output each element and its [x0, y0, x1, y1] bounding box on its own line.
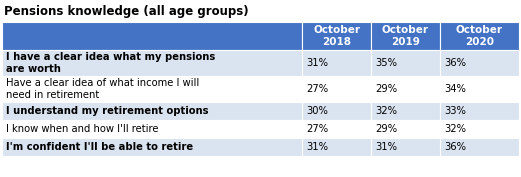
Bar — [440, 138, 519, 156]
Bar — [2, 120, 302, 138]
Bar — [302, 138, 371, 156]
Bar — [302, 120, 371, 138]
Text: 30%: 30% — [306, 106, 328, 116]
Text: 35%: 35% — [375, 58, 397, 68]
Text: 32%: 32% — [444, 124, 466, 134]
Text: 29%: 29% — [375, 84, 397, 94]
Text: I'm confident I'll be able to retire: I'm confident I'll be able to retire — [6, 142, 193, 152]
Bar — [440, 120, 519, 138]
Text: 31%: 31% — [375, 142, 397, 152]
Text: October
2019: October 2019 — [382, 25, 429, 47]
Text: 32%: 32% — [375, 106, 397, 116]
Text: Have a clear idea of what income I will
need in retirement: Have a clear idea of what income I will … — [6, 78, 199, 100]
Text: 34%: 34% — [444, 84, 466, 94]
Bar — [2, 138, 302, 156]
Text: 31%: 31% — [306, 142, 328, 152]
Bar — [371, 120, 440, 138]
Bar — [371, 76, 440, 102]
Bar — [2, 102, 302, 120]
Text: 33%: 33% — [444, 106, 466, 116]
Text: I understand my retirement options: I understand my retirement options — [6, 106, 208, 116]
Bar — [2, 50, 302, 76]
Bar — [302, 50, 371, 76]
Text: 36%: 36% — [444, 142, 466, 152]
Bar — [371, 138, 440, 156]
Text: 27%: 27% — [306, 84, 328, 94]
Text: October
2018: October 2018 — [313, 25, 360, 47]
Bar — [302, 76, 371, 102]
Bar — [371, 22, 440, 50]
Bar — [440, 102, 519, 120]
Bar — [2, 22, 302, 50]
Bar — [440, 76, 519, 102]
Text: 36%: 36% — [444, 58, 466, 68]
Bar — [302, 22, 371, 50]
Bar — [371, 50, 440, 76]
Text: October
2020: October 2020 — [456, 25, 503, 47]
Text: I have a clear idea what my pensions
are worth: I have a clear idea what my pensions are… — [6, 52, 215, 74]
Bar — [2, 76, 302, 102]
Bar — [440, 50, 519, 76]
Text: 31%: 31% — [306, 58, 328, 68]
Bar — [371, 102, 440, 120]
Text: Pensions knowledge (all age groups): Pensions knowledge (all age groups) — [4, 4, 249, 18]
Text: 29%: 29% — [375, 124, 397, 134]
Text: I know when and how I'll retire: I know when and how I'll retire — [6, 124, 158, 134]
Bar — [302, 102, 371, 120]
Text: 27%: 27% — [306, 124, 328, 134]
Bar — [440, 22, 519, 50]
